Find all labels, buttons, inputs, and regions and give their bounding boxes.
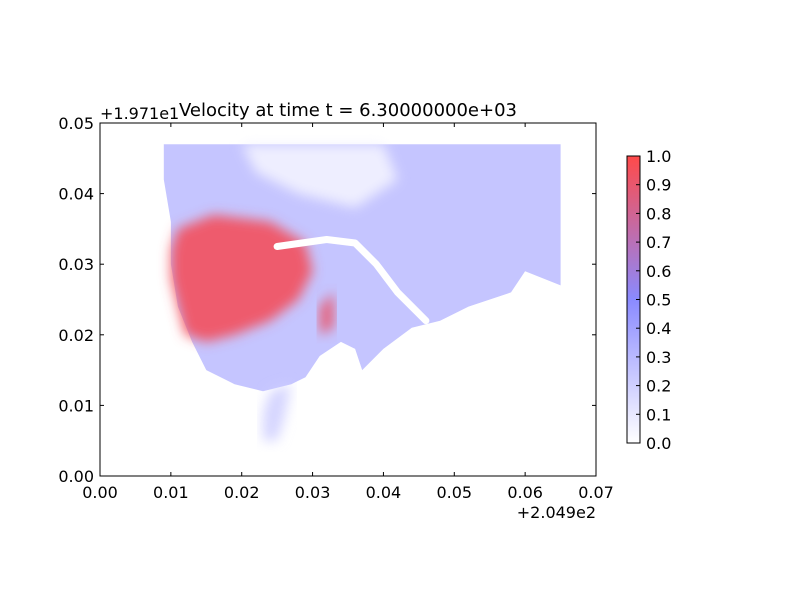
colorbar-tick-label: 1.0 <box>646 147 671 166</box>
y-tick-label: 0.01 <box>58 396 94 415</box>
plot-frame <box>99 122 597 477</box>
x-tick-label: 0.06 <box>507 483 543 502</box>
x-tick-label: 0.01 <box>153 483 189 502</box>
colorbar: 0.0 0.1 0.2 0.3 0.4 0.5 0.6 0.7 0.8 0.9 1.0 <box>626 147 671 453</box>
x-offset-label: +2.049e2 <box>517 503 596 522</box>
colorbar-tick-label: 0.0 <box>646 434 671 453</box>
chart-title: Velocity at time t = 6.30000000e+03 <box>179 100 517 121</box>
colorbar-tick-label: 0.7 <box>646 233 671 252</box>
y-offset-label: +1.971e1 <box>100 104 179 123</box>
y-tick-label: 0.02 <box>58 326 94 345</box>
breakwater <box>273 236 430 325</box>
colorbar-tick-label: 0.6 <box>646 262 671 281</box>
colorbar-ticks: 0.0 0.1 0.2 0.3 0.4 0.5 0.6 0.7 0.8 0.9 1.0 <box>636 147 671 453</box>
colorbar-tick-label: 0.9 <box>646 176 671 195</box>
colorbar-tick-label: 0.2 <box>646 377 671 396</box>
y-tick-label: 0.05 <box>58 114 94 133</box>
axis-ticks: 0.00 0.01 0.02 0.03 0.04 0.05 0.06 0.07 0.00 0.01… <box>58 114 613 502</box>
x-tick-label: 0.00 <box>82 483 118 502</box>
colorbar-tick-label: 0.3 <box>646 348 671 367</box>
region-domain <box>163 144 561 392</box>
colorbar-tick-label: 0.5 <box>646 291 671 310</box>
x-tick-label: 0.03 <box>295 483 331 502</box>
region-open-water <box>241 144 398 208</box>
plot-area: 0.00 0.01 0.02 0.03 0.04 0.05 0.06 0.07 0.00 0.01… <box>58 114 613 502</box>
colorbar-tick-label: 0.8 <box>646 204 671 223</box>
y-tick-label: 0.03 <box>58 255 94 274</box>
y-tick-label: 0.00 <box>58 467 94 486</box>
x-tick-label: 0.05 <box>436 483 472 502</box>
velocity-field <box>163 144 561 441</box>
colorbar-tick-label: 0.1 <box>646 405 671 424</box>
region-jet <box>319 292 334 335</box>
x-tick-label: 0.07 <box>578 483 614 502</box>
region-channel-plume <box>263 384 292 441</box>
x-tick-label: 0.04 <box>366 483 402 502</box>
colorbar-tick-label: 0.4 <box>646 319 671 338</box>
x-tick-label: 0.02 <box>224 483 260 502</box>
y-tick-label: 0.04 <box>58 185 94 204</box>
